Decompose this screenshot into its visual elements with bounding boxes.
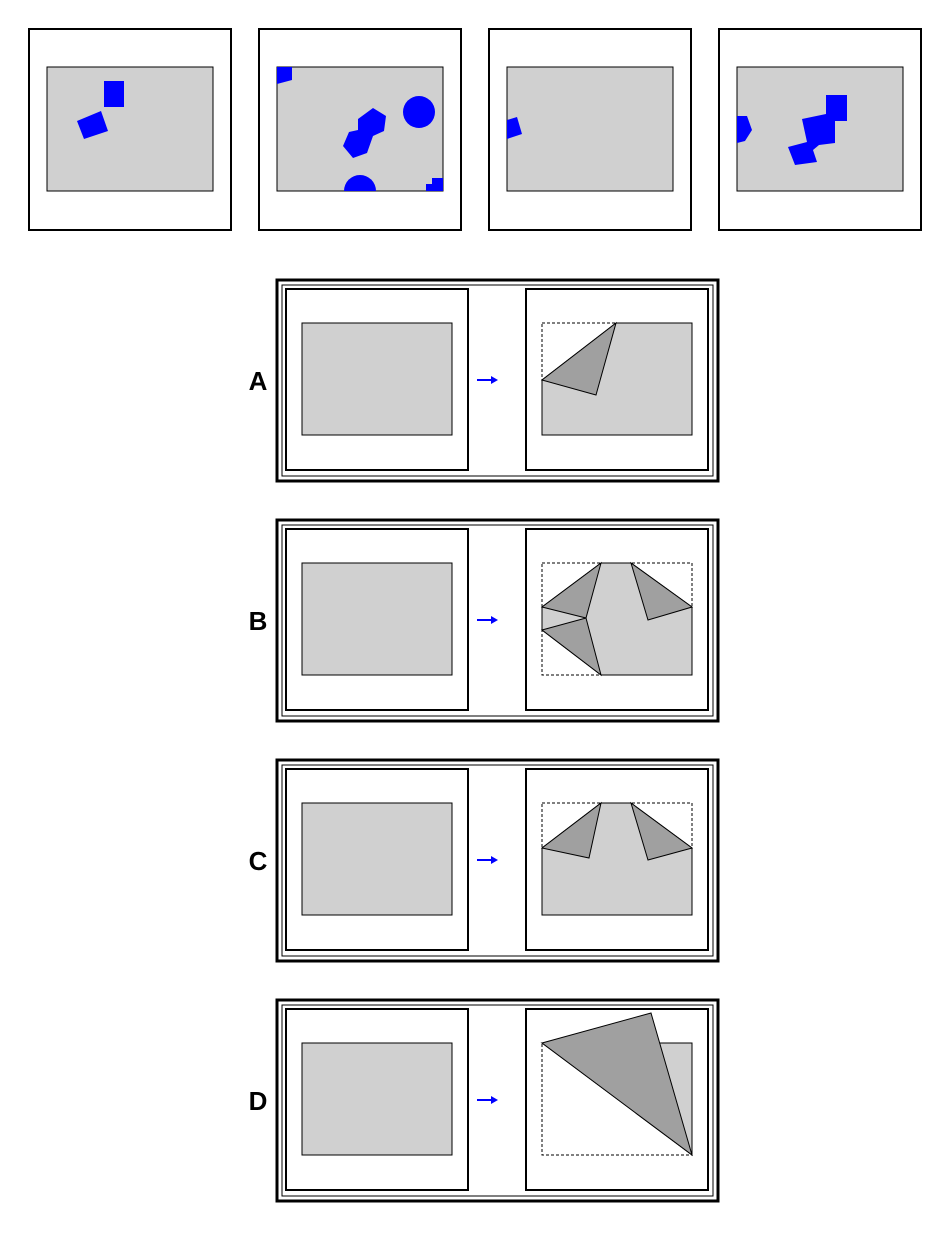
blue-half-circle-shape	[344, 175, 376, 191]
option-d-label: D	[249, 1086, 268, 1116]
example-panel-3	[488, 28, 692, 231]
blue-square-shape	[104, 81, 124, 107]
option-b[interactable]: B	[249, 518, 720, 723]
right-arrow-icon	[477, 376, 498, 384]
blue-edge-shape	[737, 116, 752, 143]
option-a-label: A	[249, 366, 268, 396]
fold-flap-shape	[540, 617, 602, 677]
right-arrow-icon	[477, 616, 498, 624]
fold-flap-shape	[540, 321, 617, 396]
blue-edge-shape	[507, 117, 522, 139]
option-b-label: B	[249, 606, 268, 636]
right-arrow-icon	[477, 856, 498, 864]
example-panel-4	[718, 28, 922, 231]
fold-flap-shape	[540, 1012, 693, 1157]
fold-flap-shape	[630, 801, 694, 861]
right-arrow-icon	[477, 1096, 498, 1104]
blue-square-cluster-shape	[788, 95, 847, 165]
option-c-label: C	[249, 846, 268, 876]
blue-rotated-rectangle-shape	[77, 111, 108, 139]
blue-corner-shape	[277, 67, 292, 84]
fold-flap-shape	[540, 561, 602, 619]
option-c[interactable]: C	[249, 758, 720, 963]
example-panel-2	[258, 28, 462, 231]
option-d[interactable]: D	[249, 998, 720, 1203]
blue-hexagon-shape	[343, 108, 386, 158]
fold-flap-shape	[630, 561, 694, 621]
example-panel-1	[28, 28, 232, 231]
blue-circle-shape	[403, 96, 435, 128]
blue-corner-shape-2	[426, 178, 443, 191]
fold-flap-shape	[540, 801, 602, 859]
option-a[interactable]: A	[249, 278, 720, 483]
